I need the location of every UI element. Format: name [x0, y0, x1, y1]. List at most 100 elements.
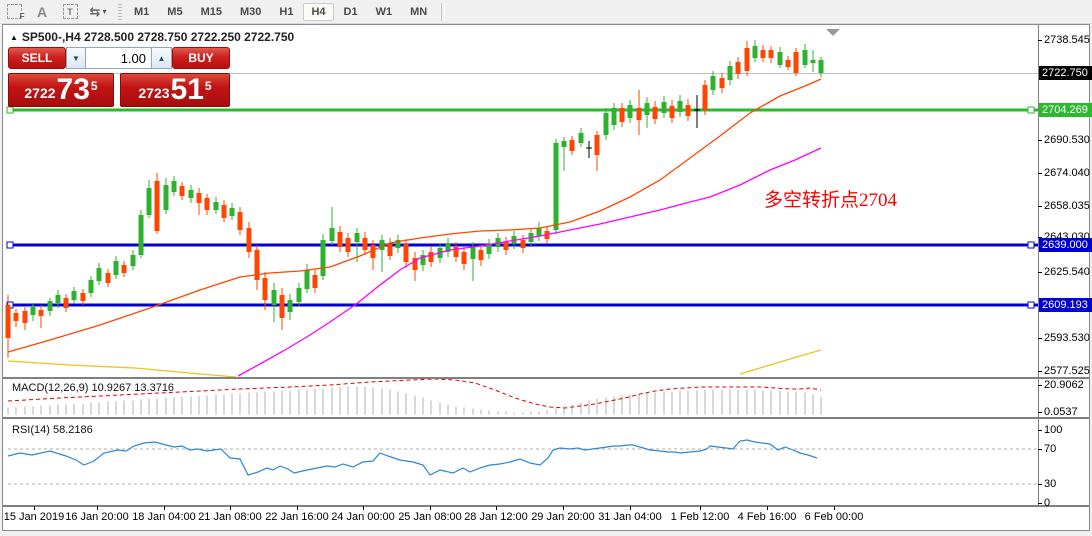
- symbol-period-label: SP500-,H4: [21, 30, 81, 44]
- green-line-price-tag: 2704.269: [1039, 103, 1092, 117]
- time-axis-label: 25 Jan 08:00: [398, 511, 462, 523]
- rsi-axis-tick: [1038, 430, 1042, 431]
- font-tool[interactable]: A: [31, 3, 53, 21]
- price-axis-label: 2690.530: [1044, 134, 1090, 146]
- dropdown-caret-icon[interactable]: ▾: [102, 7, 107, 16]
- time-axis-label: 1 Feb 12:00: [670, 511, 730, 523]
- price-axis-tick: [1038, 206, 1042, 207]
- timeframe-group: M1 M5 M15 M30 H1 H4 D1 W1 MN: [125, 2, 436, 21]
- price-axis-border: [1038, 25, 1039, 506]
- buy-button[interactable]: BUY: [172, 47, 230, 69]
- time-axis-label: 31 Jan 04:00: [598, 511, 662, 523]
- time-axis-tick: [430, 506, 431, 510]
- time-axis-tick: [297, 506, 298, 510]
- spinner-up-icon: ▲: [157, 53, 166, 63]
- bid-main: 73: [56, 73, 90, 106]
- rsi-axis-label: 70: [1044, 443, 1057, 455]
- price-axis-tick: [1038, 40, 1042, 41]
- rsi-axis-label: 30: [1044, 478, 1057, 490]
- timeframe-m30[interactable]: M30: [239, 5, 262, 18]
- rsi-axis-label: 0: [1044, 497, 1051, 509]
- price-axis-label: 2593.530: [1044, 332, 1090, 344]
- sell-button[interactable]: SELL: [8, 47, 66, 69]
- timeframe-d1[interactable]: D1: [343, 5, 358, 18]
- price-axis-label: 2625.540: [1044, 266, 1090, 278]
- symbol-direction-icon: ▲: [10, 33, 18, 42]
- time-axis-tick: [767, 506, 768, 510]
- timeframe-mn[interactable]: MN: [410, 5, 428, 18]
- timeframe-m15[interactable]: M15: [200, 5, 222, 18]
- macd-indicator-label: MACD(12,26,9) 10.9267 13.3716: [12, 382, 175, 394]
- time-axis-tick: [630, 506, 631, 510]
- time-axis-tick: [700, 506, 701, 510]
- bid-quote-button[interactable]: 2722 73 5: [8, 73, 114, 107]
- time-axis-label: 16 Jan 20:00: [65, 511, 129, 523]
- time-axis-label: 18 Jan 04:00: [132, 511, 196, 523]
- time-axis-label: 28 Jan 12:00: [464, 511, 528, 523]
- volume-input[interactable]: 1.00: [86, 47, 152, 69]
- time-axis-splitter: [3, 505, 1089, 507]
- rsi-axis-tick: [1038, 484, 1042, 485]
- time-axis-tick: [363, 506, 364, 510]
- price-axis-tick: [1038, 338, 1042, 339]
- time-axis-tick: [496, 506, 497, 510]
- price-axis-label: 2577.525: [1044, 365, 1090, 377]
- macd-axis-tick: [1038, 385, 1042, 386]
- timeframe-h1[interactable]: H1: [279, 5, 294, 18]
- time-axis-tick: [563, 506, 564, 510]
- rsi-axis-label: 100: [1044, 424, 1063, 436]
- price-axis-label: 2738.545: [1044, 34, 1090, 46]
- time-axis-tick: [230, 506, 231, 510]
- toolbar: F A T ⇆ ▾ M1 M5 M15 M30 H1 H4 D1 W1 MN: [0, 0, 1092, 24]
- time-axis-tick: [34, 506, 35, 510]
- rsi-indicator-label: RSI(14) 58.2186: [12, 424, 93, 436]
- time-axis-label: 21 Jan 08:00: [198, 511, 262, 523]
- spinner-down-icon: ▼: [72, 53, 80, 63]
- chart-header: ▲ SP500-,H4 2728.500 2728.750 2722.250 27…: [10, 30, 294, 44]
- time-axis-tick: [164, 506, 165, 510]
- ask-prefix: 2723: [138, 85, 170, 101]
- rsi-splitter[interactable]: [3, 417, 1089, 419]
- text-label-icon: T: [62, 4, 78, 19]
- font-icon: A: [36, 3, 48, 20]
- toolbar-separator: [441, 2, 446, 21]
- blue-line-price-tag: 2609.193: [1039, 298, 1092, 312]
- toolbar-grip[interactable]: [118, 3, 122, 20]
- price-axis-label: 2674.040: [1044, 167, 1090, 179]
- volume-decrease-button[interactable]: ▼: [66, 47, 86, 69]
- style-arrows-icon: ⇆: [89, 3, 101, 19]
- crosshair-mode-icon: F: [6, 4, 25, 21]
- text-label-tool[interactable]: T: [59, 3, 81, 21]
- timeframe-h4[interactable]: H4: [303, 2, 334, 21]
- chart-text-annotation[interactable]: 多空转折点2704: [764, 190, 898, 211]
- macd-axis-tick: [1038, 412, 1042, 413]
- bid-sup: 5: [90, 79, 98, 93]
- time-axis-tick: [97, 506, 98, 510]
- time-axis-label: 29 Jan 20:00: [531, 511, 595, 523]
- ohlc-values: 2728.500 2728.750 2722.250 2722.750: [83, 30, 295, 44]
- crosshair-mode-tool[interactable]: F: [3, 3, 25, 21]
- ask-quote-button[interactable]: 2723 51 5: [120, 73, 230, 107]
- timeframe-w1[interactable]: W1: [375, 5, 393, 18]
- price-axis-tick: [1038, 173, 1042, 174]
- macd-splitter[interactable]: [3, 377, 1089, 379]
- rsi-axis-tick: [1038, 449, 1042, 450]
- volume-increase-button[interactable]: ▲: [152, 47, 172, 69]
- price-axis-tick: [1038, 371, 1042, 372]
- timeframe-m1[interactable]: M1: [134, 5, 150, 18]
- style-arrows-tool[interactable]: ⇆ ▾: [87, 3, 109, 21]
- bid-prefix: 2722: [24, 85, 56, 101]
- time-axis-tick: [834, 506, 835, 510]
- time-axis-label: 24 Jan 00:00: [331, 511, 395, 523]
- price-axis-tick: [1038, 272, 1042, 273]
- price-axis-tick: [1038, 237, 1042, 238]
- ask-sup: 5: [204, 79, 212, 93]
- timeframe-m5[interactable]: M5: [167, 5, 183, 18]
- time-axis-label: 4 Feb 16:00: [737, 511, 797, 523]
- ask-main: 51: [170, 73, 204, 106]
- macd-axis-label: 20.9062: [1044, 379, 1084, 391]
- one-click-trade-panel: SELL ▼ 1.00 ▲ BUY 2722 73 5 2723 51 5: [8, 47, 230, 107]
- time-axis-label: 15 Jan 2019: [3, 511, 65, 523]
- rsi-axis-tick: [1038, 503, 1042, 504]
